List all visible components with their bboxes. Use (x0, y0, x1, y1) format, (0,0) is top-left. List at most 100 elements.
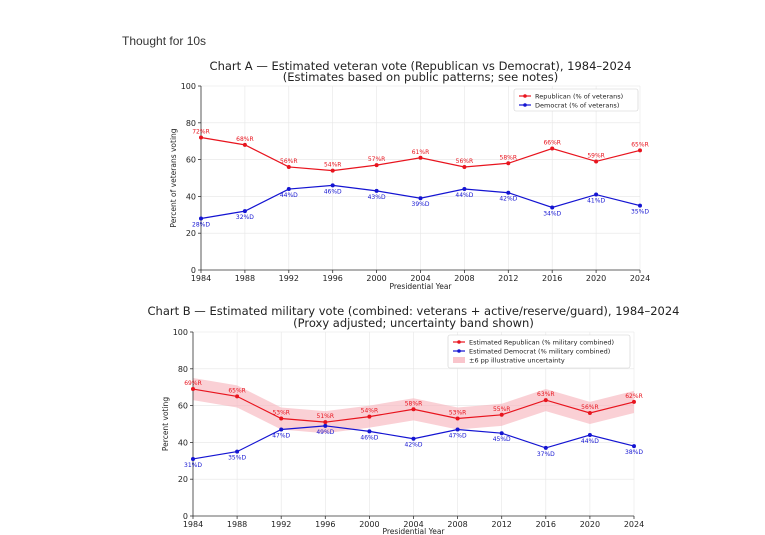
x-tick-label: 2000 (359, 520, 379, 529)
data-point (279, 416, 284, 421)
data-point (191, 456, 195, 461)
data-label: 35%D (228, 455, 246, 462)
data-point (543, 445, 548, 450)
y-tick-label: 80 (178, 365, 188, 374)
data-point (418, 155, 423, 160)
data-label: 65%R (631, 141, 649, 148)
data-label: 69%R (184, 380, 202, 387)
y-tick-label: 80 (186, 119, 196, 128)
y-axis-label: Percent of veterans voting (169, 128, 178, 227)
legend-swatch-marker (523, 103, 527, 107)
data-point (367, 414, 372, 419)
data-point (550, 205, 555, 210)
data-label: 47%D (272, 433, 290, 440)
legend-label: Estimated Democrat (% military combined) (469, 347, 610, 355)
data-label: 45%D (493, 436, 511, 443)
data-label: 68%R (236, 136, 254, 143)
y-tick-label: 40 (186, 192, 196, 201)
data-label: 39%D (412, 201, 430, 208)
chart-subtitle: (Proxy adjusted; uncertainty band shown) (293, 316, 534, 330)
x-tick-label: 2020 (580, 520, 600, 529)
data-label: 57%R (368, 156, 386, 163)
data-point (330, 168, 335, 173)
legend-box (447, 334, 631, 369)
data-label: 47%D (449, 433, 467, 440)
data-label: 55%R (493, 406, 511, 413)
data-label: 54%R (361, 408, 379, 415)
x-tick-label: 2024 (630, 274, 650, 283)
y-tick-label: 40 (178, 438, 188, 447)
x-tick-label: 1992 (271, 520, 291, 529)
x-tick-label: 2012 (492, 520, 512, 529)
data-point (462, 187, 467, 192)
data-label: 42%D (405, 442, 423, 449)
data-label: 44%D (455, 192, 473, 199)
data-point (374, 163, 379, 168)
data-label: 65%R (228, 387, 246, 394)
data-point (499, 412, 504, 417)
data-label: 66%R (543, 140, 561, 147)
data-label: 37%D (537, 451, 555, 458)
data-label: 41%D (587, 198, 605, 205)
data-point (638, 148, 642, 153)
data-point (235, 394, 240, 399)
data-point (506, 161, 511, 166)
x-tick-label: 1988 (235, 274, 255, 283)
data-label: 35%D (631, 209, 649, 216)
x-tick-label: 2004 (403, 520, 423, 529)
x-tick-label: 1984 (191, 274, 211, 283)
data-point (594, 192, 599, 197)
data-label: 44%D (581, 438, 599, 445)
data-label: 58%R (500, 154, 518, 161)
y-axis-label: Percent voting (161, 397, 170, 451)
chart-title: Chart B — Estimated military vote (combi… (148, 304, 680, 318)
x-tick-label: 1992 (279, 274, 299, 283)
data-label: 49%D (316, 429, 334, 436)
data-point (411, 407, 416, 412)
data-point (455, 416, 460, 421)
data-point (242, 209, 247, 214)
x-tick-label: 2020 (586, 274, 606, 283)
x-tick-label: 2004 (410, 274, 430, 283)
x-tick-label: 2024 (624, 520, 644, 529)
x-tick-label: 1996 (323, 274, 343, 283)
y-tick-label: 100 (173, 328, 188, 337)
data-point (632, 399, 636, 404)
x-tick-label: 2016 (542, 274, 562, 283)
y-tick-label: 20 (178, 475, 188, 484)
data-point (543, 398, 548, 403)
data-point (587, 433, 592, 438)
data-point (235, 449, 240, 454)
data-point (462, 164, 467, 169)
x-tick-label: 2016 (536, 520, 556, 529)
y-tick-label: 100 (181, 82, 196, 91)
chart-subtitle: (Estimates based on public patterns; see… (283, 70, 559, 84)
thought-duration-label[interactable]: Thought for 10s (122, 34, 207, 48)
data-point (279, 427, 284, 432)
data-label: 28%D (192, 221, 210, 228)
data-point (587, 410, 592, 415)
y-tick-label: 20 (186, 229, 196, 238)
data-label: 46%D (360, 434, 378, 441)
data-label: 58%R (405, 400, 423, 407)
data-label: 61%R (412, 149, 430, 156)
data-point (323, 423, 328, 428)
x-tick-label: 1984 (183, 520, 203, 529)
data-point (550, 146, 555, 151)
data-point (367, 429, 372, 434)
legend-label: ±6 pp illustrative uncertainty (469, 356, 565, 364)
data-label: 59%R (587, 152, 605, 159)
data-label: 51%R (317, 413, 335, 420)
legend-box (513, 88, 639, 112)
x-axis-label: Presidential Year (382, 527, 445, 535)
data-point (594, 159, 599, 164)
data-point (506, 190, 511, 195)
data-label: 43%D (368, 194, 386, 201)
data-label: 32%D (236, 214, 254, 221)
legend-swatch-marker (523, 94, 527, 98)
data-point (191, 387, 195, 392)
data-point (411, 436, 416, 441)
data-point (286, 187, 291, 192)
